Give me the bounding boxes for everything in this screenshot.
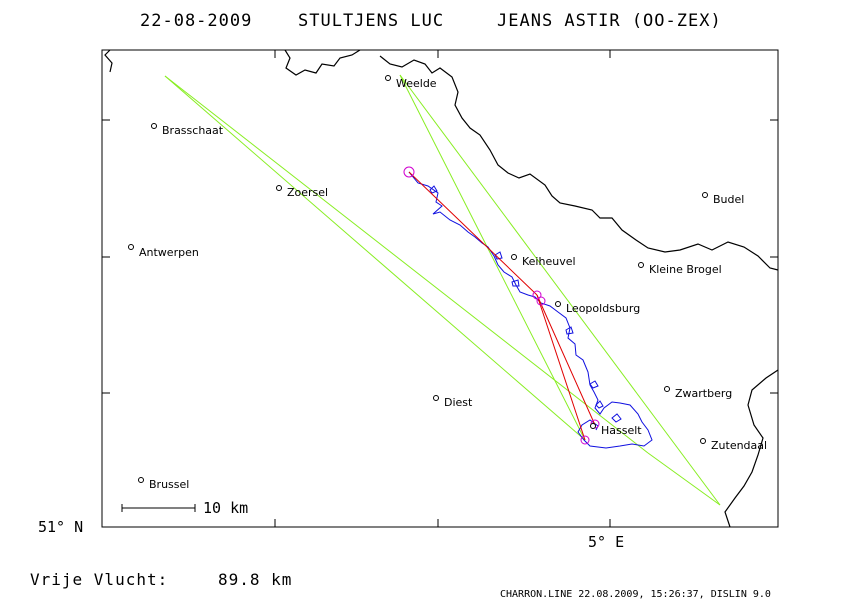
distance-label: Vrije Vlucht: [30, 570, 168, 589]
svg-text:Hasselt: Hasselt [601, 424, 642, 437]
city-weelde: Weelde [385, 75, 437, 90]
map-frame [101, 49, 779, 528]
city-brasschaat: Brasschaat [151, 123, 224, 137]
svg-text:Brussel: Brussel [149, 478, 189, 491]
svg-text:Diest: Diest [444, 396, 473, 409]
city-zwartberg: Zwartberg [664, 386, 732, 400]
city-kleine-brogel: Kleine Brogel [638, 262, 722, 276]
turnpoint-markers [403, 166, 600, 445]
city-budel: Budel [702, 192, 744, 206]
svg-text:Zoersel: Zoersel [287, 186, 328, 199]
svg-text:Zwartberg: Zwartberg [675, 387, 732, 400]
svg-text:Keiheuvel: Keiheuvel [522, 255, 576, 268]
city-hasselt: Hasselt [590, 423, 642, 437]
flight-track [408, 171, 653, 449]
thermal-loops [429, 185, 622, 423]
longitude-label: 5° E [588, 533, 624, 551]
city-brussel: Brussel [138, 477, 189, 491]
axis-ticks [102, 50, 778, 527]
glider-name: JEANS ASTIR (OO-ZEX) [497, 11, 722, 31]
city-keiheuvel: Keiheuvel [511, 254, 576, 268]
flight-date: 22-08-2009 [140, 11, 252, 31]
svg-text:Weelde: Weelde [396, 77, 437, 90]
svg-text:Kleine Brogel: Kleine Brogel [649, 263, 722, 276]
city-zutendaal: Zutendaal [700, 438, 767, 452]
task-legs [408, 171, 596, 441]
pilot-name: STULTJENS LUC [298, 11, 444, 31]
scale-bar: 10 km [121, 499, 248, 517]
svg-text:Brasschaat: Brasschaat [162, 124, 224, 137]
svg-text:Leopoldsburg: Leopoldsburg [566, 302, 640, 315]
svg-text:Antwerpen: Antwerpen [139, 246, 199, 259]
svg-text:Zutendaal: Zutendaal [711, 439, 767, 452]
sector-lines [164, 74, 721, 506]
scale-label: 10 km [203, 499, 248, 517]
city-zoersel: Zoersel [276, 185, 328, 199]
city-antwerpen: Antwerpen [128, 244, 199, 259]
generation-stamp: CHARRON.LINE 22.08.2009, 15:26:37, DISLI… [500, 589, 771, 600]
city-leopoldsburg: Leopoldsburg [555, 301, 640, 315]
distance-value: 89.8 km [218, 570, 292, 589]
city-diest: Diest [433, 395, 473, 409]
latitude-label: 51° N [38, 518, 83, 536]
country-border [104, 49, 779, 528]
svg-text:Budel: Budel [713, 193, 744, 206]
